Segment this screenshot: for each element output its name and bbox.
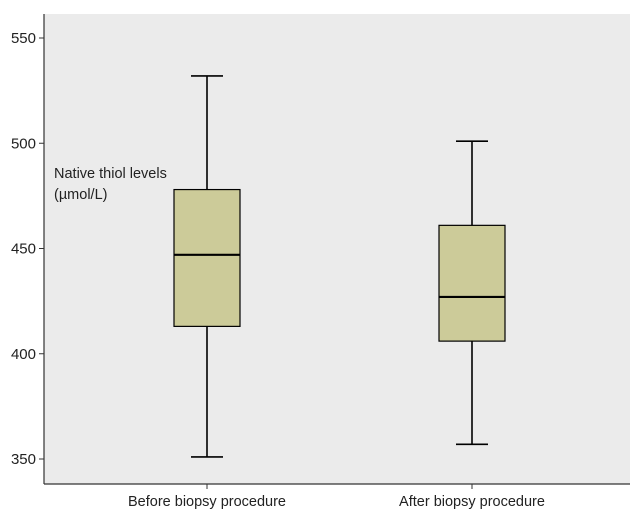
boxes <box>173 75 506 458</box>
iqr-box <box>438 224 506 342</box>
x-category-label-2: After biopsy procedure <box>399 494 545 510</box>
plot-background <box>44 14 630 484</box>
x-axis-categories: Before biopsy procedure After biopsy proc… <box>128 484 545 510</box>
y-tick-label-400: 400 <box>11 346 36 363</box>
y-tick-label-500: 500 <box>11 135 36 152</box>
box-2 <box>438 140 506 446</box>
iqr-box <box>173 188 241 327</box>
y-axis-label-line-1: Native thiol levels <box>54 166 167 182</box>
y-tick-label-450: 450 <box>11 241 36 258</box>
y-axis-label-line-2: (µmol/L) <box>54 187 107 203</box>
y-axis-label: Native thiol levels (µmol/L) <box>54 166 167 203</box>
y-axis-ticks: 350 400 450 500 550 <box>11 30 44 468</box>
y-tick-label-350: 350 <box>11 451 36 468</box>
y-tick-label-550: 550 <box>11 30 36 47</box>
x-category-label-1: Before biopsy procedure <box>128 494 286 510</box>
box-1 <box>173 75 241 458</box>
